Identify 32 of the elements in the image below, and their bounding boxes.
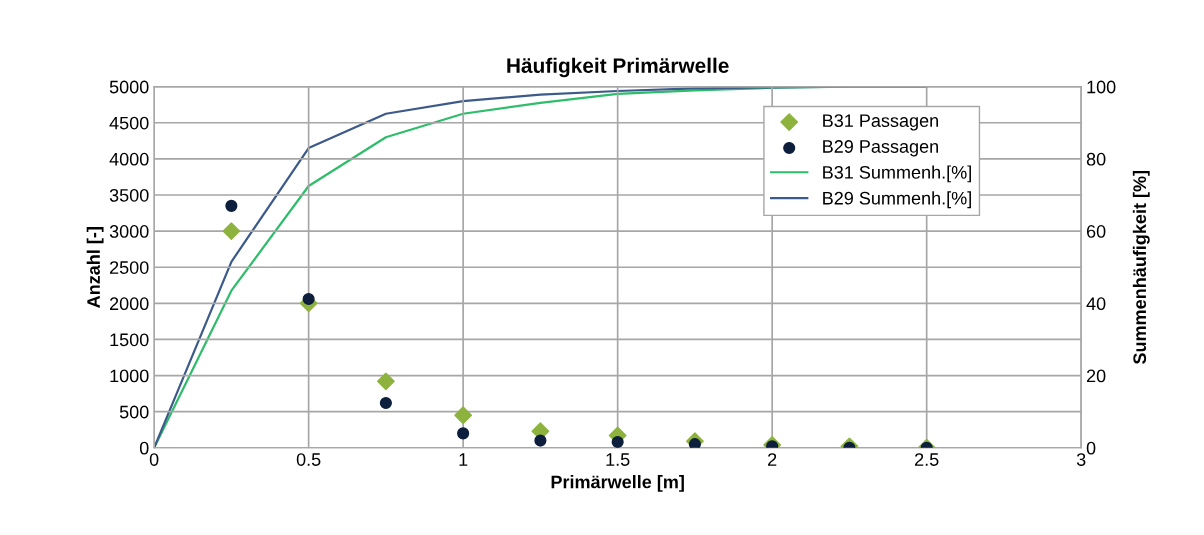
x-tick-label: 2.5 xyxy=(915,453,939,466)
x-tick-label: 3 xyxy=(1076,453,1086,466)
y-tick-label: 1500 xyxy=(110,333,149,347)
x-tick-label: 1.5 xyxy=(606,453,630,466)
y-tick-label: 500 xyxy=(119,405,149,419)
y2-tick-label: 40 xyxy=(1086,297,1106,311)
y-axis-title: Anzahl [-] xyxy=(86,227,104,308)
x-axis-title: Primärwelle [m] xyxy=(551,475,684,492)
y-tick-label: 4500 xyxy=(109,116,149,130)
y2-tick-label: 20 xyxy=(1086,369,1106,383)
x-tick-label: 0 xyxy=(149,453,159,466)
y-tick-label: 2500 xyxy=(110,261,149,274)
chart-title: Häufigkeit Primärwelle xyxy=(507,57,729,78)
y-tick-label: 2000 xyxy=(110,297,149,311)
y-tick-label: 4000 xyxy=(109,152,149,166)
x-tick-label: 2 xyxy=(768,453,777,466)
y-tick-label: 0 xyxy=(139,441,149,455)
legend-label: B31 Summenh.[%] xyxy=(823,165,971,183)
legend-label: B31 Passagen xyxy=(823,114,938,131)
y-tick-label: 3000 xyxy=(109,225,149,238)
y2-tick-label: 100 xyxy=(1087,80,1116,94)
y2-tick-label: 80 xyxy=(1086,152,1106,166)
y-tick-label: 1000 xyxy=(110,369,149,383)
x-tick-label: 0.5 xyxy=(296,453,321,466)
legend-label: B29 Summenh.[%] xyxy=(823,191,971,209)
y-tick-label: 3500 xyxy=(109,188,149,202)
y2-axis-title: Summenhäufigkeit [%] xyxy=(1132,170,1150,365)
y2-tick-label: 0 xyxy=(1086,441,1096,455)
y-tick-label: 5000 xyxy=(109,80,149,94)
legend-label: B29 Passagen xyxy=(823,140,938,157)
y2-tick-label: 60 xyxy=(1086,225,1106,238)
x-tick-label: 1 xyxy=(459,453,468,466)
